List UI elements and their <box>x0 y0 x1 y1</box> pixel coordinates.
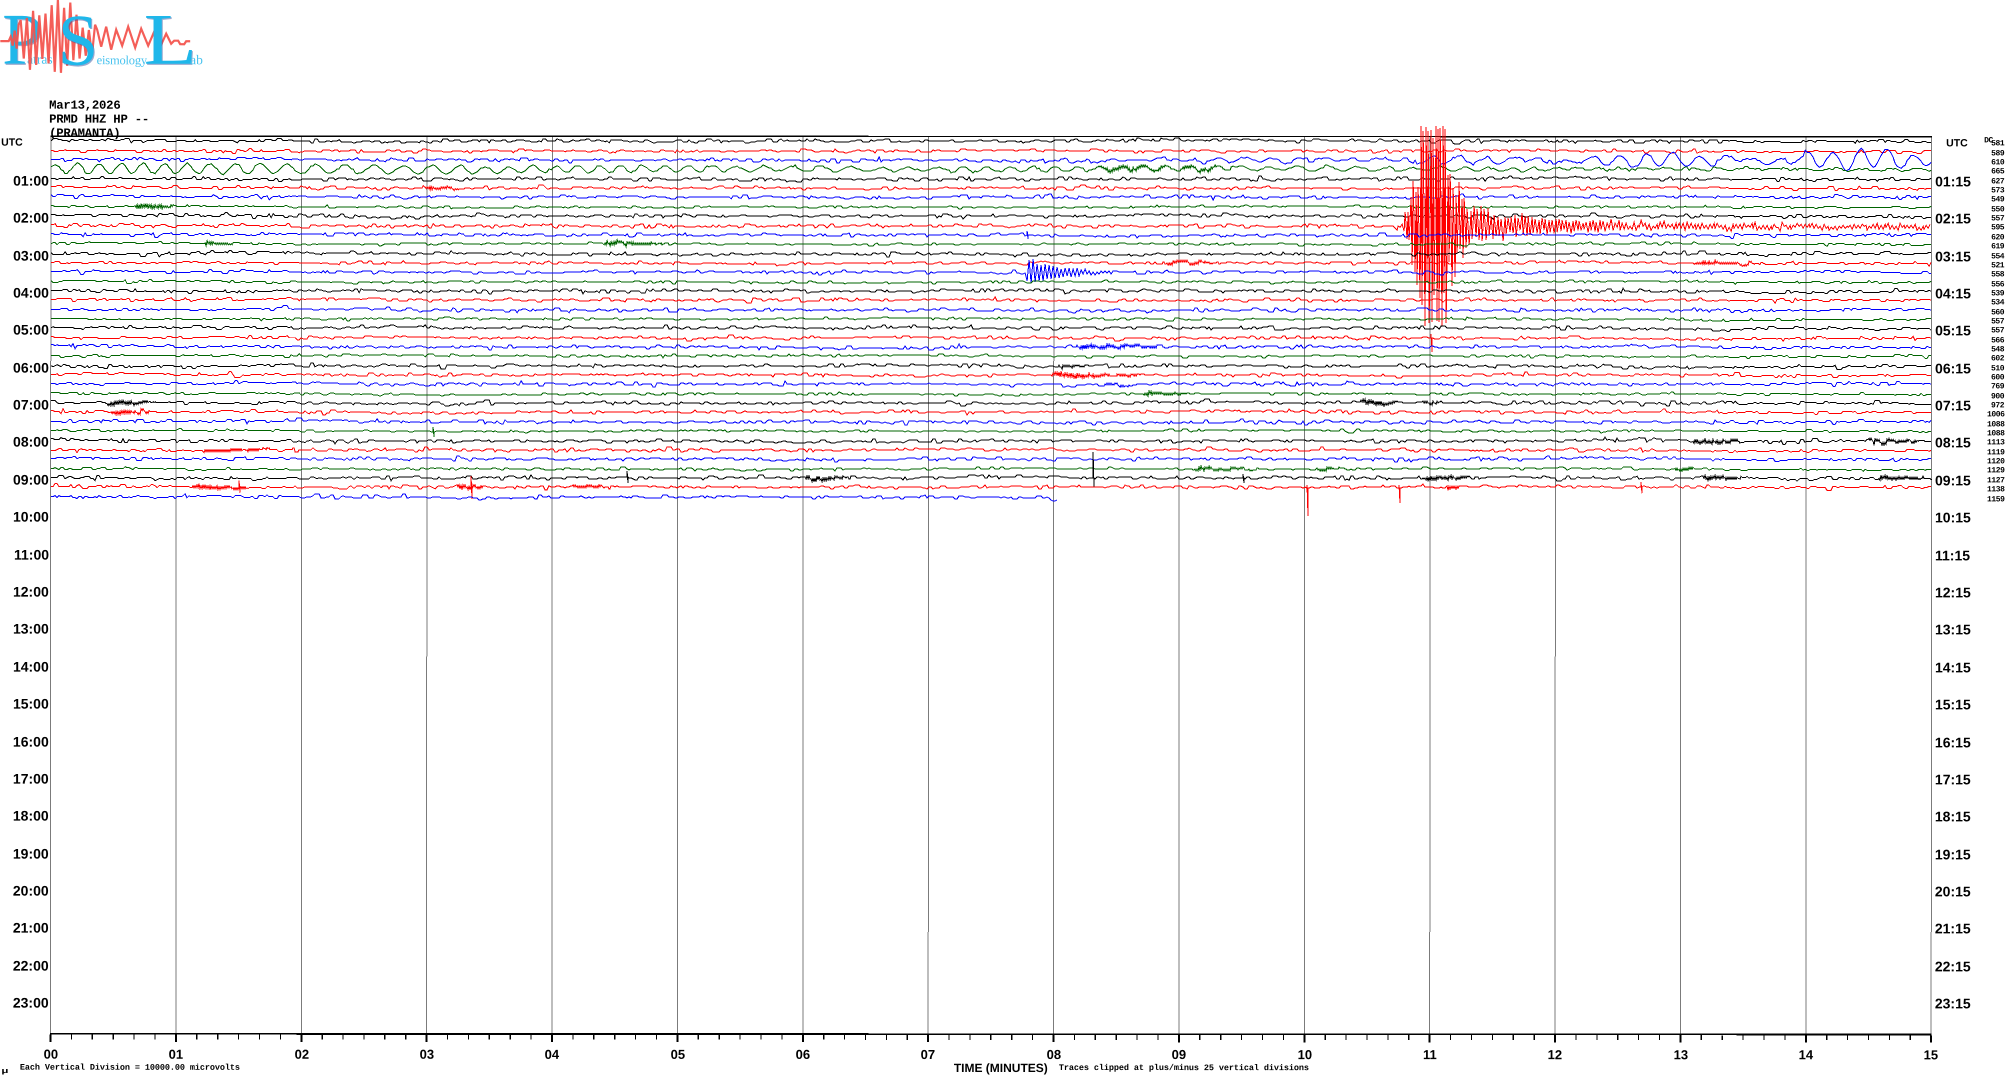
svg-text:S: S <box>59 1 100 82</box>
svg-text:ab: ab <box>190 52 203 67</box>
svg-text:L: L <box>145 1 199 82</box>
svg-text:S: S <box>58 0 99 81</box>
svg-text:L: L <box>144 0 198 80</box>
svg-text:atras: atras <box>27 52 52 67</box>
svg-text:eismology: eismology <box>97 53 148 67</box>
